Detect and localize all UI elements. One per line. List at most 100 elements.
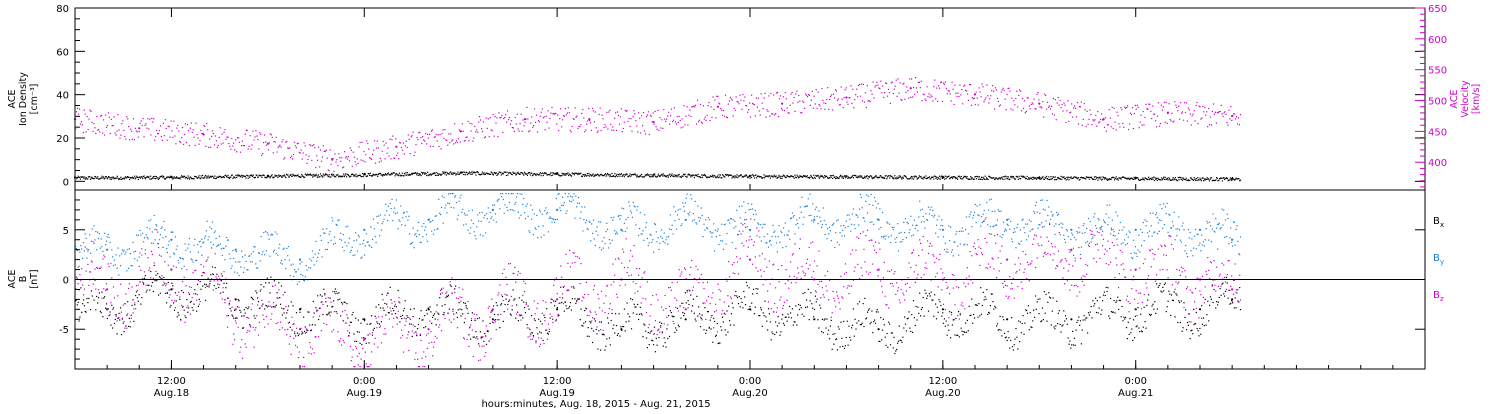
density-point — [700, 177, 702, 179]
velocity-point — [503, 118, 505, 120]
velocity-point — [852, 88, 854, 90]
density-point — [1057, 176, 1059, 179]
Bx-point — [511, 309, 513, 311]
density-point — [95, 177, 97, 179]
Bx-point — [904, 316, 906, 318]
density-point — [1119, 177, 1121, 179]
density-point — [955, 178, 957, 180]
velocity-point — [759, 114, 761, 116]
By-point — [333, 236, 336, 238]
density-point — [616, 173, 618, 175]
velocity-point — [392, 135, 394, 137]
density-point — [884, 177, 886, 179]
velocity-point — [795, 93, 797, 95]
velocity-point — [722, 114, 724, 116]
density-point — [628, 176, 630, 178]
Bx-point — [629, 316, 631, 318]
density-point — [482, 173, 484, 175]
velocity-point — [456, 141, 459, 143]
density-point — [437, 172, 439, 174]
Bx-point — [191, 307, 193, 309]
Bx-point — [263, 286, 265, 288]
density-point — [566, 173, 568, 175]
velocity-point — [433, 136, 435, 138]
Bx-point — [720, 326, 722, 328]
density-point — [611, 172, 613, 175]
Bx-point — [559, 302, 561, 304]
velocity-point — [233, 142, 235, 144]
By-point — [281, 263, 283, 265]
density-point — [168, 176, 170, 178]
density-point — [500, 172, 502, 174]
Bx-point — [392, 307, 394, 310]
density-point — [1046, 175, 1048, 177]
density-point — [635, 174, 637, 176]
Bx-point — [1118, 299, 1120, 301]
By-point — [82, 242, 85, 244]
By-point — [519, 193, 521, 195]
Bx-point — [516, 304, 518, 306]
density-point — [332, 174, 335, 176]
By-point — [756, 235, 758, 237]
Bx-point — [228, 302, 230, 304]
density-point — [288, 176, 290, 178]
By-point — [303, 279, 305, 281]
Bx-point — [198, 298, 200, 300]
By-point — [486, 218, 488, 220]
By-point — [308, 267, 310, 269]
Bx-point — [111, 304, 113, 306]
velocity-point — [1105, 130, 1107, 132]
velocity-point — [149, 118, 151, 120]
By-point — [711, 236, 713, 238]
velocity-point — [1089, 109, 1091, 111]
Bx-point — [396, 317, 398, 319]
By-point — [737, 234, 739, 236]
By-point — [194, 238, 196, 240]
Bx-point — [431, 322, 433, 324]
By-point — [234, 271, 236, 273]
Bx-point — [234, 317, 237, 319]
Bx-point — [1215, 307, 1217, 309]
velocity-point — [716, 95, 718, 97]
velocity-point — [881, 92, 883, 94]
By-point — [188, 243, 190, 245]
velocity-point — [1210, 116, 1212, 118]
By-point — [759, 236, 761, 238]
density-point — [808, 177, 810, 179]
By-point — [501, 196, 503, 198]
velocity-point — [513, 130, 515, 132]
density-point — [991, 177, 993, 179]
Bx-point — [756, 292, 758, 295]
density-point — [278, 175, 280, 177]
Bx-point — [1239, 287, 1241, 289]
Bx-point — [886, 332, 888, 335]
Bx-point — [682, 311, 684, 314]
Bx-point — [1009, 347, 1011, 349]
Bx-point — [837, 326, 839, 328]
Bx-point — [699, 313, 701, 315]
density-point — [163, 175, 165, 177]
By-point — [148, 220, 150, 222]
velocity-point — [509, 123, 512, 125]
density-point — [773, 174, 775, 176]
By-point — [287, 255, 289, 257]
velocity-point — [195, 122, 197, 124]
Bx-point — [684, 292, 686, 294]
density-point — [1161, 179, 1163, 181]
By-point — [174, 236, 176, 238]
Bx-point — [813, 318, 816, 321]
Bx-point — [88, 297, 90, 300]
velocity-point — [992, 85, 994, 87]
velocity-point — [686, 106, 688, 108]
By-point — [576, 206, 578, 208]
Bx-point — [782, 314, 784, 316]
density-point — [994, 178, 996, 181]
Bx-point — [204, 283, 206, 285]
density-point — [180, 176, 182, 178]
density-point — [814, 177, 816, 179]
density-point — [222, 176, 224, 178]
Bx-point — [187, 311, 189, 313]
velocity-point — [721, 109, 723, 111]
density-point — [496, 174, 498, 176]
velocity-point — [1146, 108, 1148, 110]
